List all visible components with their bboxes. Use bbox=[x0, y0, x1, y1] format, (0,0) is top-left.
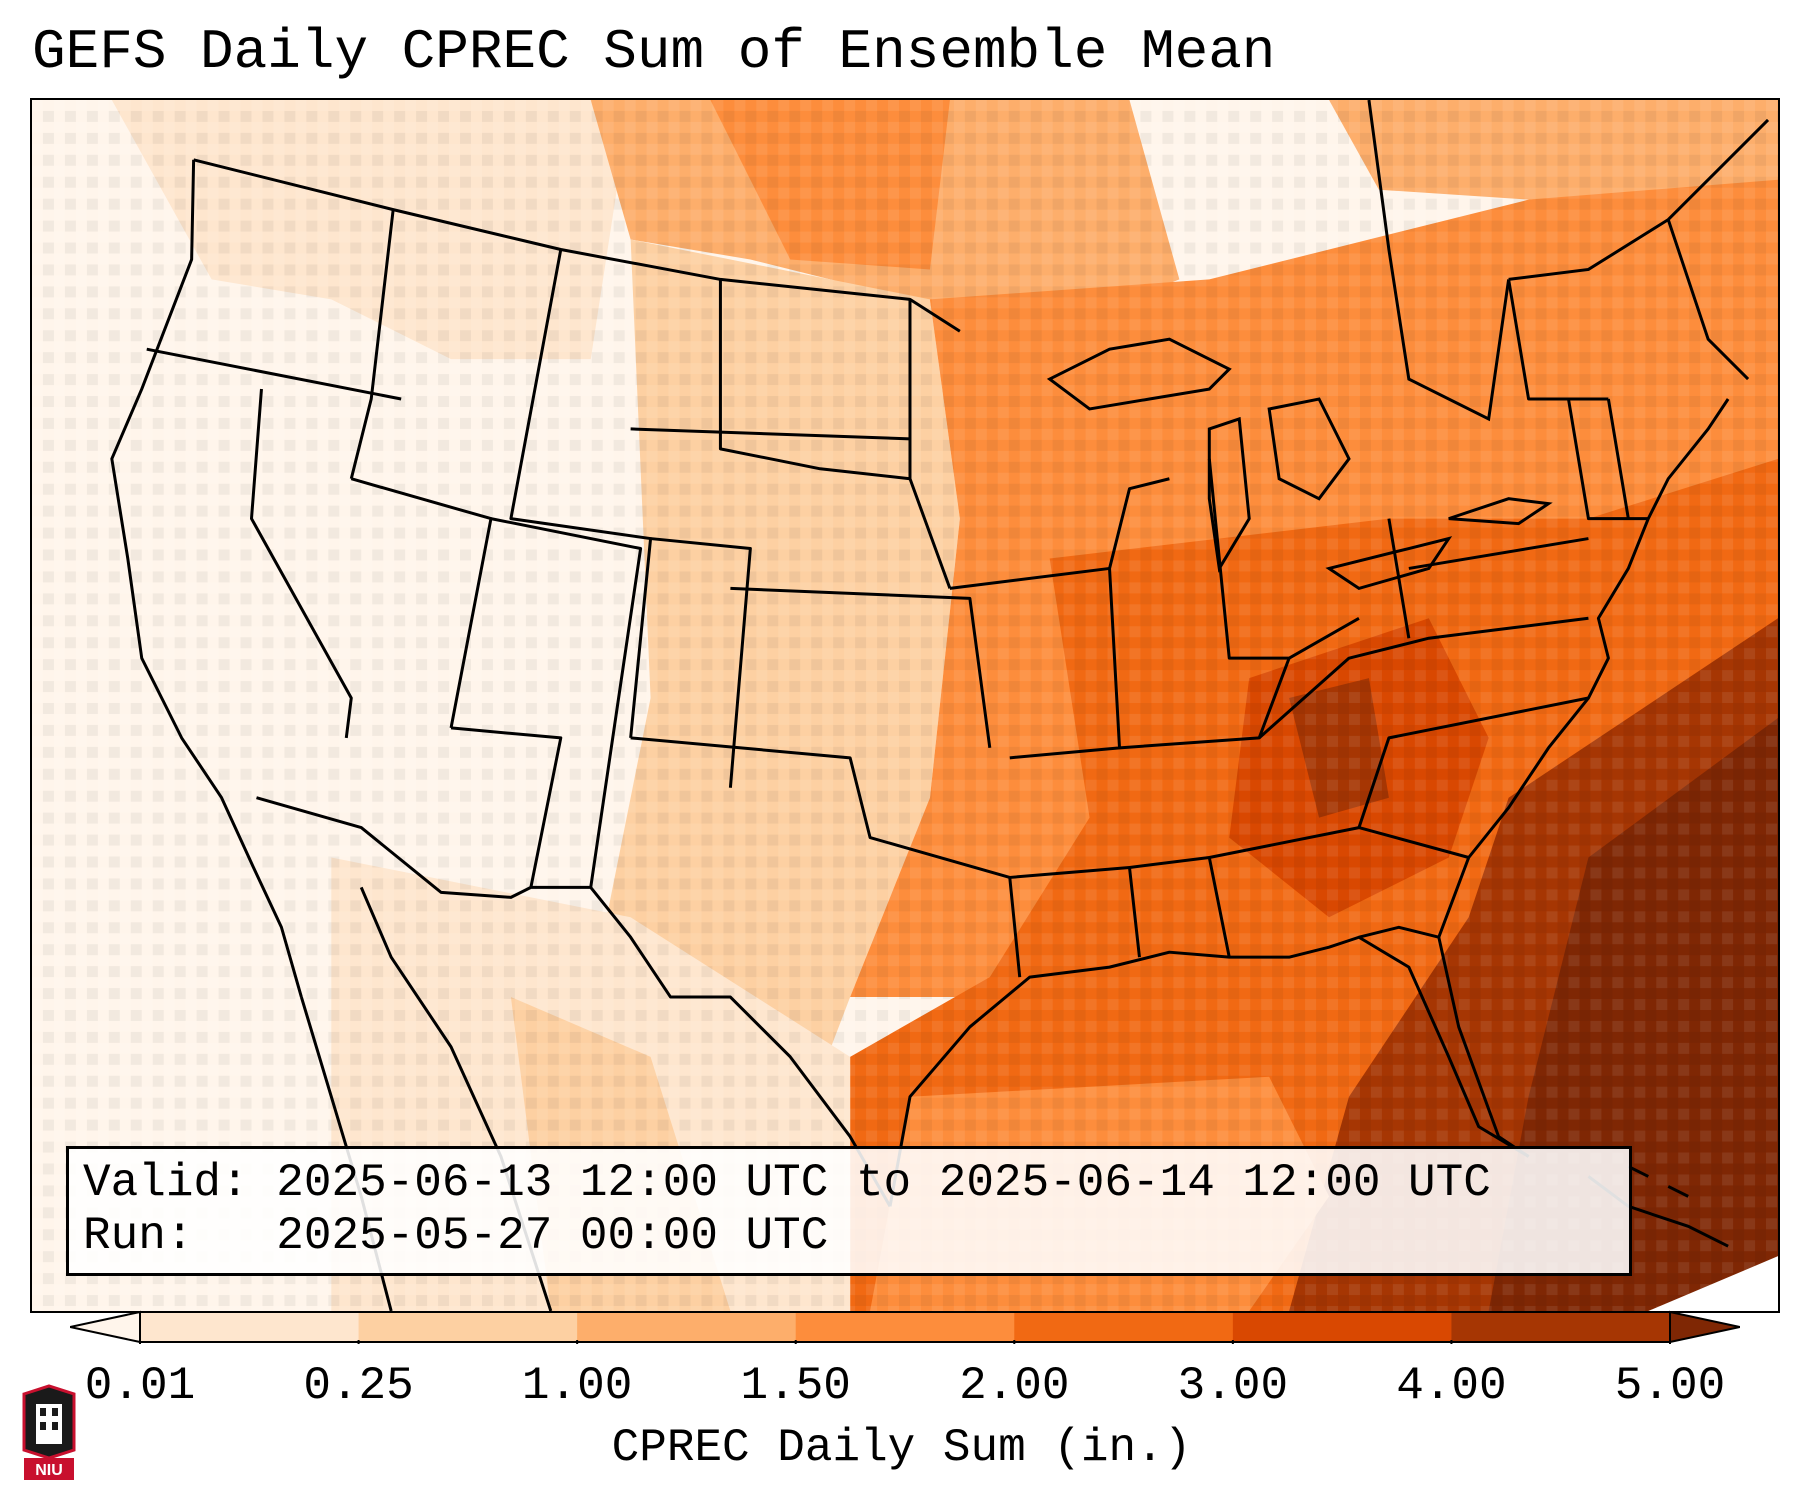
colorbar-tick-label: 3.00 bbox=[1177, 1360, 1289, 1412]
colorbar-tick-label: 2.00 bbox=[959, 1360, 1070, 1412]
colorbar-graphic bbox=[70, 1310, 1740, 1344]
colorbar-extend-high bbox=[1669, 1310, 1740, 1344]
map-canvas bbox=[32, 100, 1778, 1311]
logo-text: NIU bbox=[35, 1462, 63, 1479]
colorbar-tick-label: 0.25 bbox=[303, 1360, 414, 1412]
niu-logo: NIU bbox=[20, 1384, 78, 1482]
colorbar-outline bbox=[139, 1311, 1671, 1343]
colorbar-segment bbox=[577, 1312, 797, 1342]
valid-time: 2025-06-13 12:00 UTC to 2025-06-14 12:00… bbox=[276, 1157, 1491, 1209]
colorbar-segment bbox=[358, 1312, 578, 1342]
colorbar-segment bbox=[140, 1312, 360, 1342]
run-label: Run: bbox=[83, 1210, 194, 1262]
great-lakes bbox=[1046, 337, 1553, 591]
colorbar-tick-label: 0.01 bbox=[84, 1360, 196, 1412]
canada-borders bbox=[1367, 100, 1770, 422]
colorbar-segment bbox=[1232, 1312, 1452, 1342]
run-time: 2025-05-27 00:00 UTC bbox=[276, 1210, 829, 1262]
colorbar-tick-label: 4.00 bbox=[1396, 1360, 1507, 1412]
colorbar-extend-low bbox=[70, 1310, 141, 1344]
valid-run-info-box: Valid: 2025-06-13 12:00 UTC to 2025-06-1… bbox=[66, 1146, 1632, 1276]
colorbar-tick-label: 5.00 bbox=[1614, 1360, 1726, 1412]
colorbar-tick-label: 1.00 bbox=[521, 1360, 633, 1412]
chart-title: GEFS Daily CPREC Sum of Ensemble Mean bbox=[32, 20, 1276, 84]
valid-label: Valid: bbox=[83, 1157, 249, 1209]
precipitation-map bbox=[30, 98, 1780, 1313]
colorbar bbox=[70, 1310, 1740, 1344]
colorbar-segment bbox=[1014, 1312, 1234, 1342]
colorbar-tick-labels: 0.01 0.25 1.00 1.50 2.00 3.00 4.00 5.00 bbox=[0, 1360, 1803, 1412]
colorbar-segment bbox=[795, 1312, 1015, 1342]
colorbar-label: CPREC Daily Sum (in.) bbox=[611, 1422, 1192, 1474]
colorbar-segment bbox=[1451, 1312, 1671, 1342]
colorbar-tick-label: 1.50 bbox=[740, 1360, 851, 1412]
